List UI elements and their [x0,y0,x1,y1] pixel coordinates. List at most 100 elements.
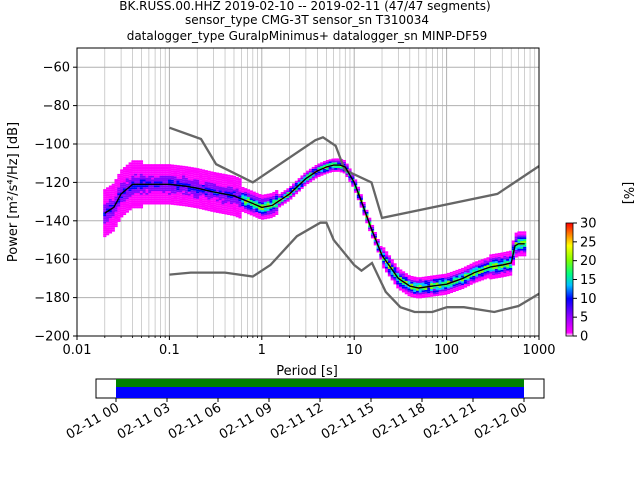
psd-density-cell [458,284,462,287]
psd-density-cell [139,185,144,188]
psd-density-cell [122,182,127,185]
psd-density-cell [275,205,279,208]
psd-density-cell [238,210,242,213]
psd-density-cell [370,236,375,239]
psd-density-cell [148,194,152,197]
psd-density-cell [461,273,465,276]
psd-density-cell [168,171,172,174]
psd-density-cell [134,194,138,197]
psd-density-cell [122,203,127,206]
psd-density-cell [108,185,113,188]
psd-density-cell [506,268,510,271]
psd-density-cell [204,197,208,199]
psd-density-cell [148,185,152,188]
psd-density-cell [472,266,476,269]
psd-density-cell [156,200,160,203]
psd-density-cell [261,200,265,203]
psd-density-cell [308,180,313,183]
psd-density-cell [266,195,270,198]
psd-density-cell [263,203,268,206]
psd-density-cell [238,180,242,183]
psd-density-cell [292,183,296,186]
psd-density-cell [190,199,194,202]
psd-density-cell [441,287,445,290]
psd-density-cell [204,191,208,194]
psd-density-cell [165,202,169,205]
psd-density-cell [373,243,377,246]
psd-density-cell [122,213,127,216]
psd-density-cell [311,176,315,179]
psd-density-cell [373,233,377,236]
psd-density-cell [483,275,487,278]
psd-density-cell [184,173,189,176]
psd-density-cell [131,181,135,184]
psd-density-cell [249,213,253,216]
psd-density-cell [207,182,211,185]
psd-density-cell [170,181,175,184]
psd-density-cell [469,263,473,266]
psd-density-cell [128,179,132,182]
psd-density-cell [238,178,242,181]
psd-density-cell [148,187,152,190]
psd-density-cell [441,281,445,284]
psd-density-cell [230,177,234,180]
psd-density-cell [325,169,330,172]
psd-density-cell [387,272,392,275]
psd-density-cell [246,206,251,209]
psd-density-cell [114,215,118,218]
psd-density-cell [215,205,220,208]
psd-density-cell [184,179,189,182]
psd-density-cell [224,202,228,205]
psd-density-cell [461,269,465,272]
psd-density-cell [199,176,203,179]
psd-density-cell [435,278,439,281]
psd-density-cell [227,180,231,183]
psd-density-cell [120,215,124,218]
psd-density-cell [111,187,115,190]
psd-density-cell [266,193,270,196]
psd-density-cell [218,186,222,189]
psd-density-cell [342,171,346,174]
psd-density-cell [410,293,414,296]
psd-density-cell [117,204,121,207]
psd-density-cell [246,208,251,211]
psd-density-cell [235,180,239,183]
mean-psd-curve [104,164,525,289]
psd-density-cell [165,196,169,199]
psd-density-cell [162,173,166,176]
psd-density-cell [139,164,144,167]
psd-density-cell [387,274,392,277]
psd-density-cell [204,208,208,211]
psd-density-cell [308,172,313,175]
psd-density-cell [306,182,310,185]
psd-density-cell [139,194,144,197]
psd-density-cell [455,277,459,280]
psd-density-cell [215,172,220,175]
psd-density-cell [269,214,273,217]
psd-density-cell [196,168,200,171]
psd-density-cell [475,274,479,277]
psd-density-cell [238,182,242,184]
psd-density-cell [232,185,237,188]
psd-density-cell [210,182,214,185]
psd-density-cell [246,204,251,207]
psd-density-cell [210,177,214,180]
psd-density-cell [106,194,110,197]
psd-density-cell [151,175,155,178]
psd-density-cell [280,192,284,194]
psd-density-cell [187,191,191,194]
psd-density-cell [106,223,110,226]
psd-density-cell [221,202,225,205]
psd-density-cell [449,283,454,286]
psd-density-cell [117,216,121,219]
psd-density-cell [168,164,172,167]
psd-density-cell [170,195,175,198]
psd-density-cell [153,185,158,188]
psd-density-cell [182,183,186,186]
psd-density-cell [339,170,344,173]
psd-density-cell [156,164,160,167]
psd-density-cell [263,201,268,204]
psd-density-cell [249,203,253,206]
psd-density-cell [139,191,144,193]
psd-density-cell [145,164,149,167]
